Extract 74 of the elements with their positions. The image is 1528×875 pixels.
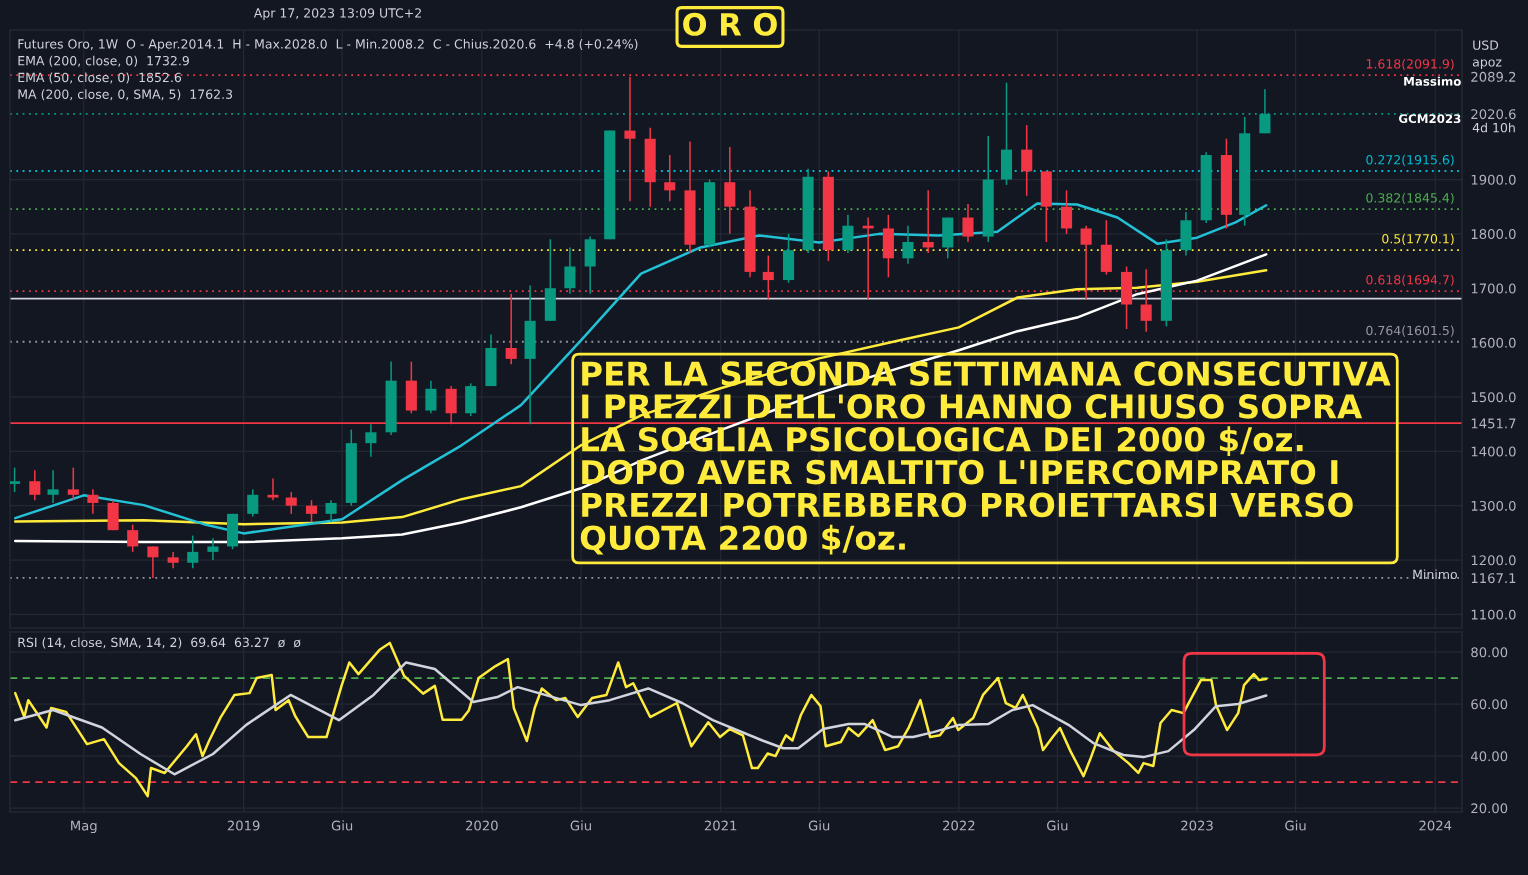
y-tick-label: 1900.0 [1471,174,1516,185]
annotation: RSI (14, close, SMA, 14, 2) 69.64 63.27 ø ø [18,637,301,649]
candlestick [365,423,377,458]
text: USD [1473,40,1499,50]
y-tick-label: 40.00 [1470,751,1508,762]
x-tick-label: Giu [331,820,353,831]
candlestick [29,469,41,502]
candlestick [67,466,79,502]
annotation: EMA (200, close, 0) 1732.9 [18,55,189,67]
y-tick-label: 1451.7 [1471,418,1516,429]
text: apoz [1472,59,1502,70]
candlestick [147,545,159,579]
y-tick-label: 1400.0 [1471,446,1516,457]
y-tick-label: 60.00 [1471,699,1508,710]
annotation: Futures Oro, 1W O - Aper.2014.1 H - Max.2028.0 L - Min.2008.2 C - Chius.2020.6 +4.8 (+0.24%) [18,38,638,52]
x-tick-label: Giu [570,820,591,831]
ref-line-label: 0.764(1601.5) [1366,325,1454,337]
candlestick [207,537,219,561]
x-tick-label: Giu [1047,820,1068,831]
candlestick [187,534,199,569]
y-tick-label: 1800.0 [1471,229,1516,240]
candlestick [564,246,576,295]
candlestick [267,477,279,502]
annotation: EMA (50, close, 0) 1852.6 [18,72,182,84]
x-tick-label: 2022 [943,820,975,831]
y-tick-label: 1100.0 [1471,609,1516,620]
x-tick-label: 2021 [704,820,737,831]
line-series [13,661,1268,776]
x-tick-label: Mag [71,820,97,834]
annotation: GCM2023 [1398,114,1461,124]
text: 4d 10h [1472,122,1515,133]
candlestick [902,224,914,265]
x-tick-label: 2020 [466,820,498,831]
x-tick-label: Giu [1285,820,1306,831]
x-tick-label: 2024 [1419,820,1452,831]
annotation: Minimo [1413,569,1457,580]
candlestick [87,488,99,515]
candlestick [247,488,259,518]
ref-line-label: 0.5(1770.1) [1382,233,1454,245]
candlestick [1060,189,1073,235]
ref-line-label: 0.382(1845.4) [1366,192,1454,205]
candlestick [305,499,318,523]
annotation: Massimo [1404,76,1461,86]
candlestick [10,466,21,493]
y-tick-label: 1700.0 [1471,283,1516,294]
candlestick [47,469,59,504]
y-tick-label: 20.00 [1471,803,1508,814]
chart-subtitle: Apr 17, 2023 13:09 UTC+2 [253,8,421,21]
ref-line-label: 1.618(2091.9) [1366,58,1454,71]
candlestick [922,189,934,254]
candlestick [1021,124,1033,197]
candlestick [962,203,974,243]
x-tick-label: 2019 [227,820,260,831]
candlestick [127,523,139,553]
y-tick-label: 2020.6 [1471,109,1516,120]
y-tick-label: 1200.0 [1471,555,1516,566]
y-tick-label: 1500.0 [1471,392,1516,403]
annotation: MA (200, close, 0, SMA, 5) 1762.3 [18,89,233,101]
candlestick [325,499,337,523]
y-tick-label: 1600.0 [1471,337,1516,348]
chart-title: O R O [683,12,777,36]
candlestick [505,292,517,366]
y-tick-label: 1300.0 [1471,500,1516,511]
x-tick-label: Giu [808,820,830,831]
candlestick [285,491,297,515]
y-tick-label: 2089.2 [1471,71,1516,82]
ref-line-label: 0.272(1915.6) [1366,154,1454,166]
x-tick-label: 2023 [1181,820,1213,831]
candlestick [664,154,676,203]
y-tick-label: 1167.1 [1471,573,1516,584]
ref-line-label: 0.618(1694.7) [1366,274,1454,286]
candlestick [1140,268,1152,333]
candlestick [425,379,437,415]
y-tick-label: 80.00 [1471,647,1508,658]
